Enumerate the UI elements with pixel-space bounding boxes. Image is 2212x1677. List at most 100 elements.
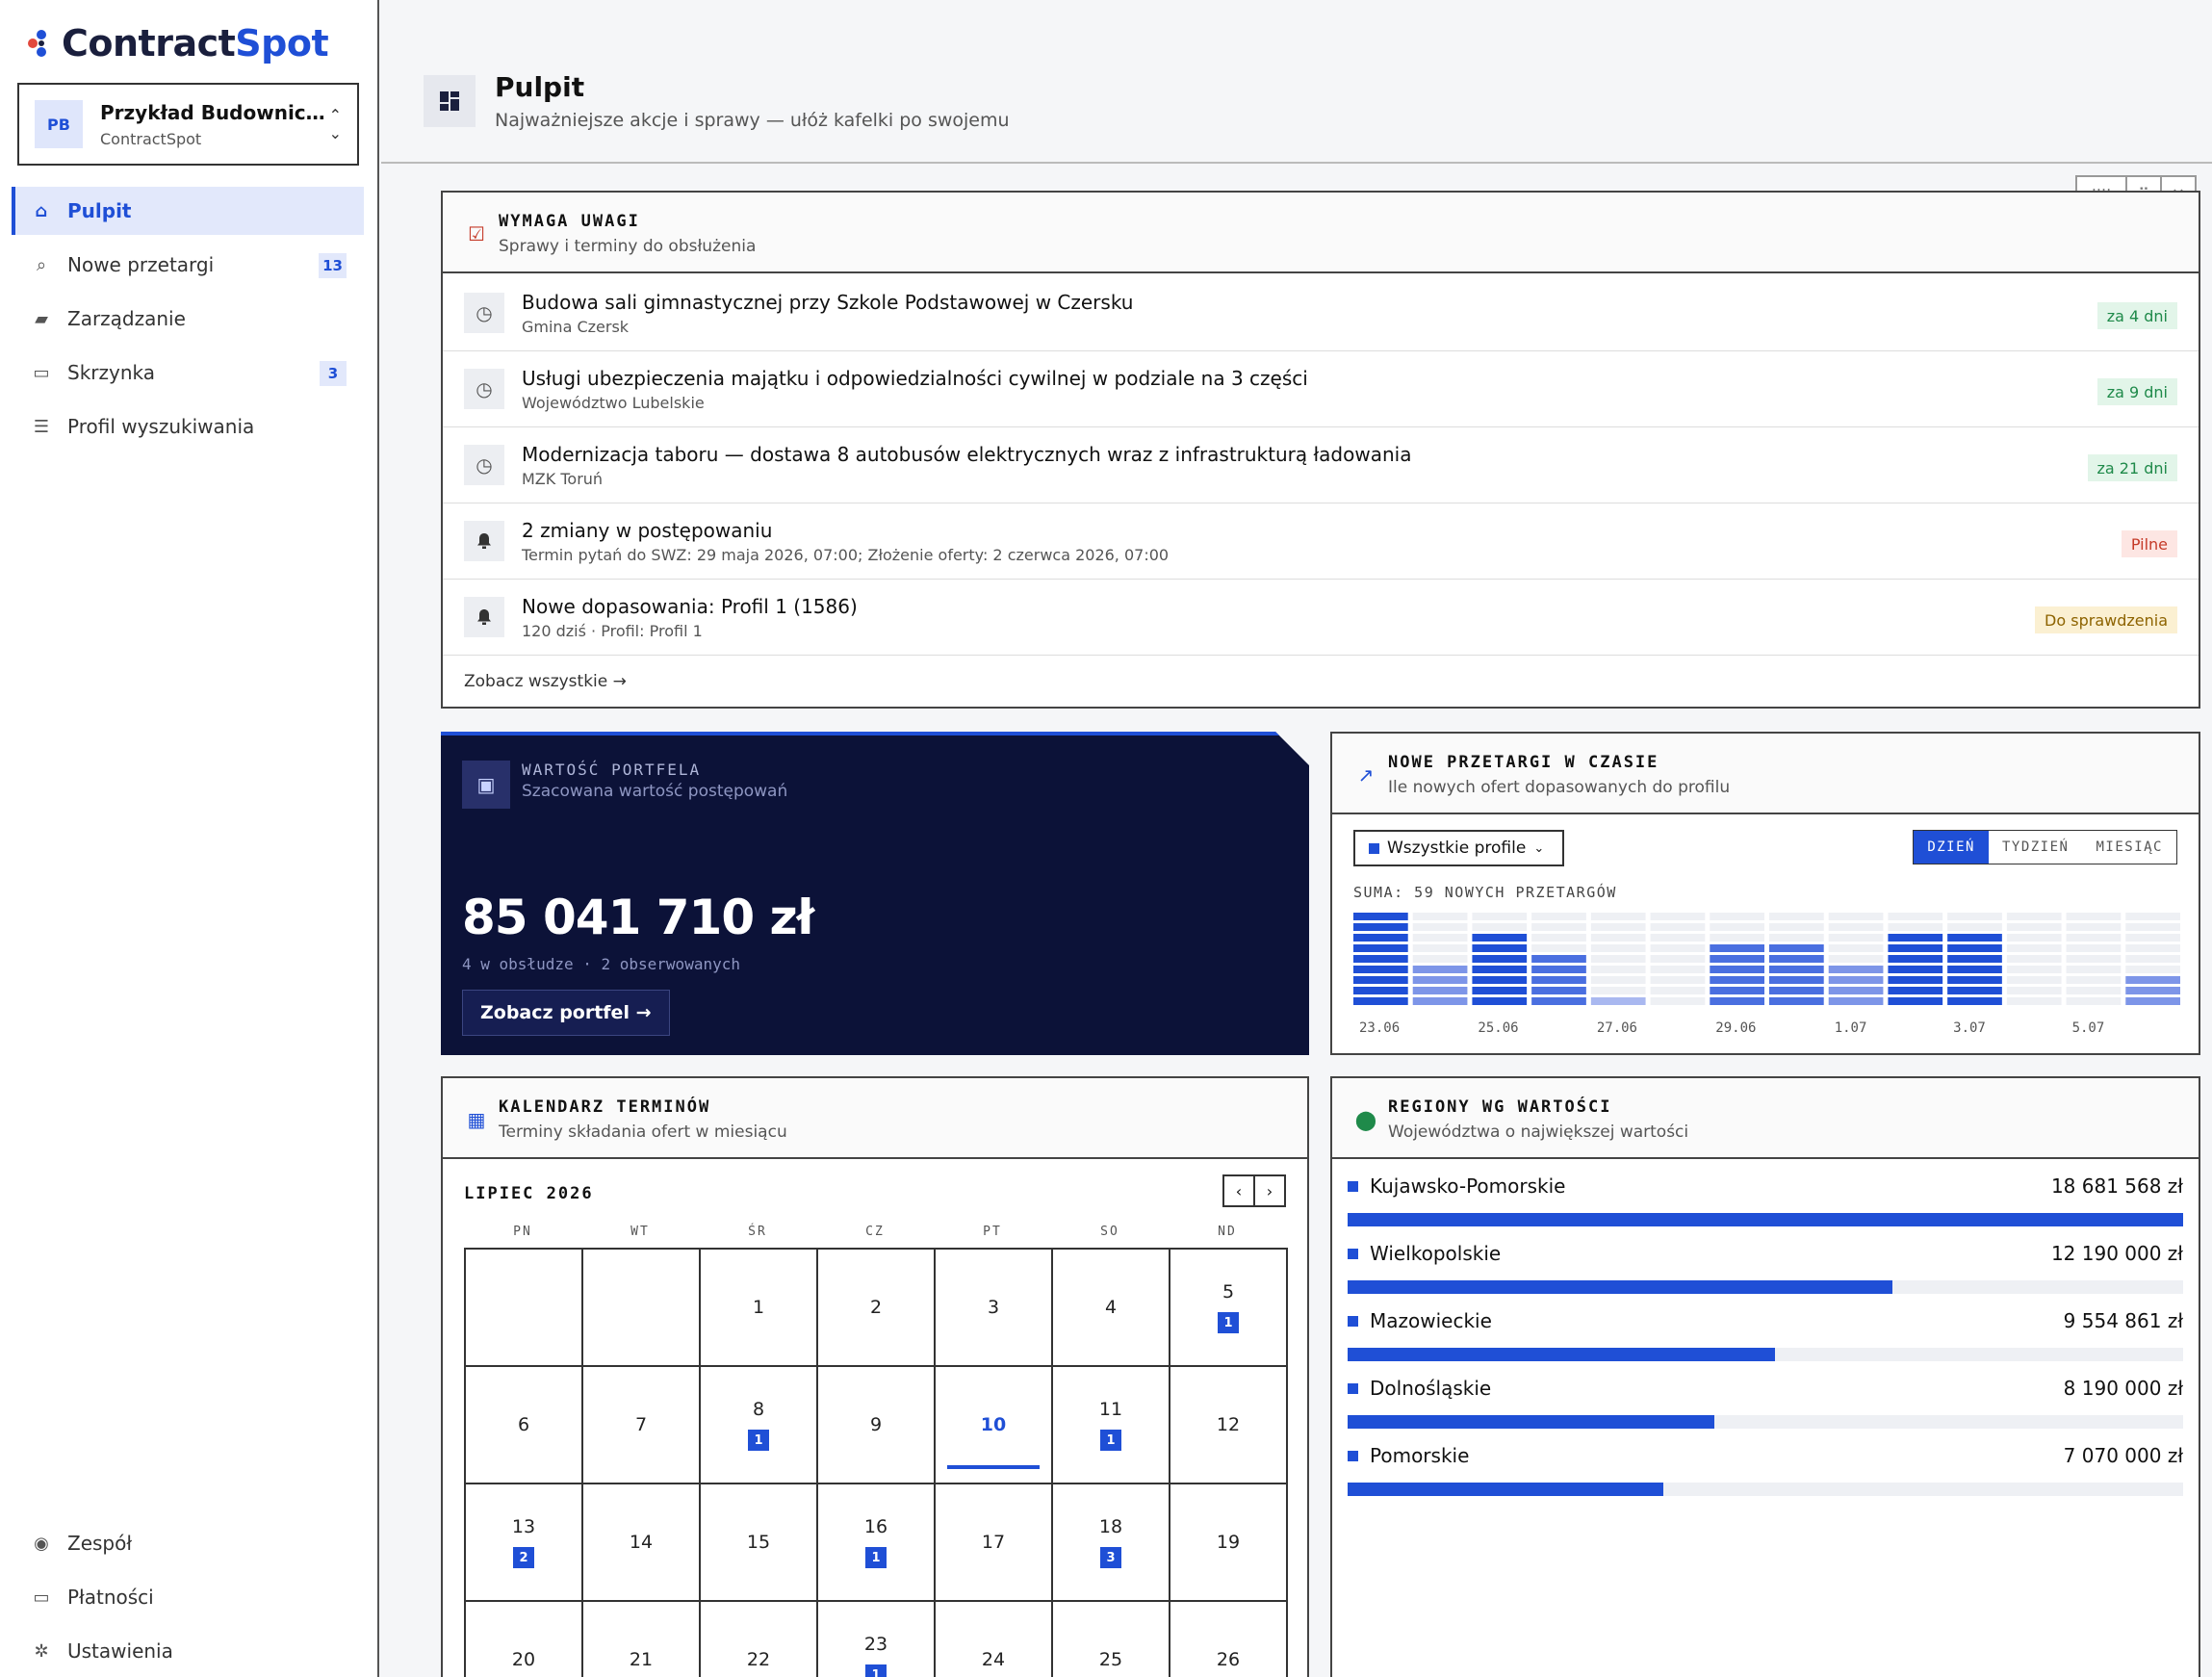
region-bar-track (1348, 1415, 2183, 1429)
attention-row[interactable]: Nowe dopasowania: Profil 1 (1586) 120 dzi… (443, 580, 2199, 656)
region-row[interactable]: Mazowieckie 9 554 861 zł (1348, 1302, 2183, 1369)
chart-bar-1.07[interactable] (1828, 913, 1884, 1005)
attention-row[interactable]: ◷ Modernizacja taboru — dostawa 8 autobus… (443, 427, 2199, 503)
calendar-day[interactable]: 7 (581, 1365, 701, 1484)
day-number: 2 (869, 1297, 883, 1318)
attention-row-sub: MZK Toruń (522, 470, 604, 488)
regions-subtitle: Województwa o największej wartości (1388, 1122, 1689, 1142)
chevron-updown-icon: ⌃ ⌄ (328, 106, 342, 142)
region-name: Mazowieckie (1348, 1309, 1492, 1332)
period-tab-0[interactable]: DZIEŃ (1914, 831, 1989, 864)
day-number: 26 (1216, 1649, 1241, 1670)
attention-row[interactable]: ◷ Usługi ubezpieczenia majątku i odpowied… (443, 351, 2199, 427)
status-badge: za 4 dni (2096, 302, 2177, 329)
calendar-day[interactable]: 12 (1169, 1365, 1288, 1484)
chart-bar-29.06[interactable] (1710, 913, 1764, 1005)
sliders-icon: ☰ (33, 416, 50, 437)
weekday-label: SO (1100, 1225, 1119, 1239)
search-icon: ⌕ (36, 254, 47, 275)
calendar-day[interactable]: 20 (464, 1600, 583, 1677)
region-value: 8 190 000 zł (2063, 1377, 2183, 1400)
user-circle-icon: ◉ (34, 1533, 49, 1554)
calendar-day[interactable]: 15 (699, 1483, 818, 1602)
deadline-count-badge: 3 (1100, 1547, 1121, 1568)
sidebar-bottom-item-2[interactable]: ✲ Ustawienia (12, 1627, 364, 1675)
calendar-day[interactable]: 9 (816, 1365, 936, 1484)
calendar-day[interactable]: 24 (934, 1600, 1053, 1677)
sidebar-item-3[interactable]: ▭ Skrzynka 3 (12, 348, 364, 397)
see-all-link[interactable]: Zobacz wszystkie → (464, 672, 627, 691)
chart-bar-3.07[interactable] (1947, 913, 2002, 1005)
sidebar-item-0[interactable]: ⌂ Pulpit (12, 187, 364, 235)
deadline-count-badge: 1 (865, 1547, 887, 1568)
calendar-day[interactable]: 3 (934, 1248, 1053, 1367)
region-row[interactable]: Wielkopolskie 12 190 000 zł (1348, 1234, 2183, 1302)
chart-bar-30.06[interactable] (1769, 913, 1824, 1005)
attention-title: WYMAGA UWAGI (499, 212, 640, 231)
attention-card: ☑ WYMAGA UWAGI Sprawy i terminy do obsłu… (441, 191, 2200, 709)
calendar-day[interactable]: 11 1 (1051, 1365, 1170, 1484)
chart-bar-25.06[interactable] (1472, 913, 1528, 1005)
day-number: 12 (1216, 1414, 1241, 1435)
chart-bar-28.06[interactable] (1650, 913, 1706, 1005)
region-value: 18 681 568 zł (2050, 1174, 2183, 1198)
timeline-title: NOWE PRZETARGI W CZASIE (1388, 753, 1659, 772)
sidebar-item-2[interactable]: ▰ Zarządzanie (12, 295, 364, 343)
calendar-subtitle: Terminy składania ofert w miesiącu (499, 1122, 787, 1142)
count-badge: 3 (320, 361, 347, 386)
calendar-day[interactable]: 19 (1169, 1483, 1288, 1602)
period-tab-1[interactable]: TYDZIEŃ (2001, 839, 2070, 855)
calendar-day[interactable]: 18 3 (1051, 1483, 1170, 1602)
calendar-day[interactable]: 1 (699, 1248, 818, 1367)
sidebar-bottom-item-0[interactable]: ◉ Zespół (12, 1519, 364, 1567)
see-portfolio-button[interactable]: Zobacz portfel → (462, 990, 670, 1036)
chart-bar-27.06[interactable] (1590, 913, 1646, 1005)
calendar-day[interactable]: 22 (699, 1600, 818, 1677)
profile-dropdown[interactable]: Wszystkie profile ⌄ (1353, 830, 1564, 866)
chart-bar-24.06[interactable] (1412, 913, 1468, 1005)
calendar-day[interactable]: 10 (934, 1365, 1053, 1484)
calendar-day[interactable]: 14 (581, 1483, 701, 1602)
calendar-day[interactable]: 26 (1169, 1600, 1288, 1677)
day-number: 14 (629, 1532, 654, 1553)
calendar-day[interactable]: 16 1 (816, 1483, 936, 1602)
period-tab-2[interactable]: MIESIĄC (2096, 839, 2163, 855)
calendar-day[interactable]: 2 (816, 1248, 936, 1367)
logo-icon (28, 30, 46, 57)
brand-logo[interactable]: ContractSpot (27, 19, 329, 67)
sidebar-item-1[interactable]: ⌕ Nowe przetargi 13 (12, 241, 364, 289)
day-number: 18 (1098, 1516, 1123, 1537)
calendar-day[interactable]: 4 (1051, 1248, 1170, 1367)
attention-row[interactable]: ◷ Budowa sali gimnastycznej przy Szkole P… (443, 275, 2199, 351)
region-row[interactable]: Pomorskie 7 070 000 zł (1348, 1436, 2183, 1504)
chart-bar-2.07[interactable] (1888, 913, 1943, 1005)
chevron-left-icon[interactable]: ‹ (1222, 1174, 1255, 1207)
timeline-summary: SUMA: 59 NOWYCH PRZETARGÓW (1353, 884, 1617, 901)
chevron-right-icon[interactable]: › (1253, 1174, 1286, 1207)
calendar-day[interactable]: 6 (464, 1365, 583, 1484)
region-row[interactable]: Dolnośląskie 8 190 000 zł (1348, 1369, 2183, 1436)
status-badge: za 9 dni (2096, 378, 2177, 405)
chart-bar-4.07[interactable] (2006, 913, 2062, 1005)
calendar-day[interactable]: 17 (934, 1483, 1053, 1602)
region-row[interactable]: Kujawsko-Pomorskie 18 681 568 zł (1348, 1167, 2183, 1234)
chart-bar-6.07[interactable] (2125, 913, 2180, 1005)
chart-bar-26.06[interactable] (1531, 913, 1586, 1005)
sidebar-item-4[interactable]: ☰ Profil wyszukiwania (12, 402, 364, 451)
attention-row[interactable]: 2 zmiany w postępowaniu Termin pytań do S… (443, 503, 2199, 580)
brand-part-1: Contract (62, 22, 236, 64)
calendar-icon: ▦ (467, 1108, 486, 1131)
chevron-down-icon: ⌄ (1533, 840, 1545, 856)
sidebar-bottom-item-1[interactable]: ▭ Płatności (12, 1573, 364, 1621)
calendar-day[interactable]: 21 (581, 1600, 701, 1677)
region-bar-fill (1348, 1483, 1664, 1496)
credit-card-icon: ▭ (33, 1587, 50, 1608)
chart-bar-5.07[interactable] (2066, 913, 2122, 1005)
org-switcher[interactable]: PB Przykład Budownict... ContractSpot ⌃ ⌄ (17, 83, 359, 166)
calendar-day[interactable]: 23 1 (816, 1600, 936, 1677)
calendar-day[interactable]: 25 (1051, 1600, 1170, 1677)
calendar-day[interactable]: 13 2 (464, 1483, 583, 1602)
chart-bar-23.06[interactable] (1353, 913, 1408, 1005)
